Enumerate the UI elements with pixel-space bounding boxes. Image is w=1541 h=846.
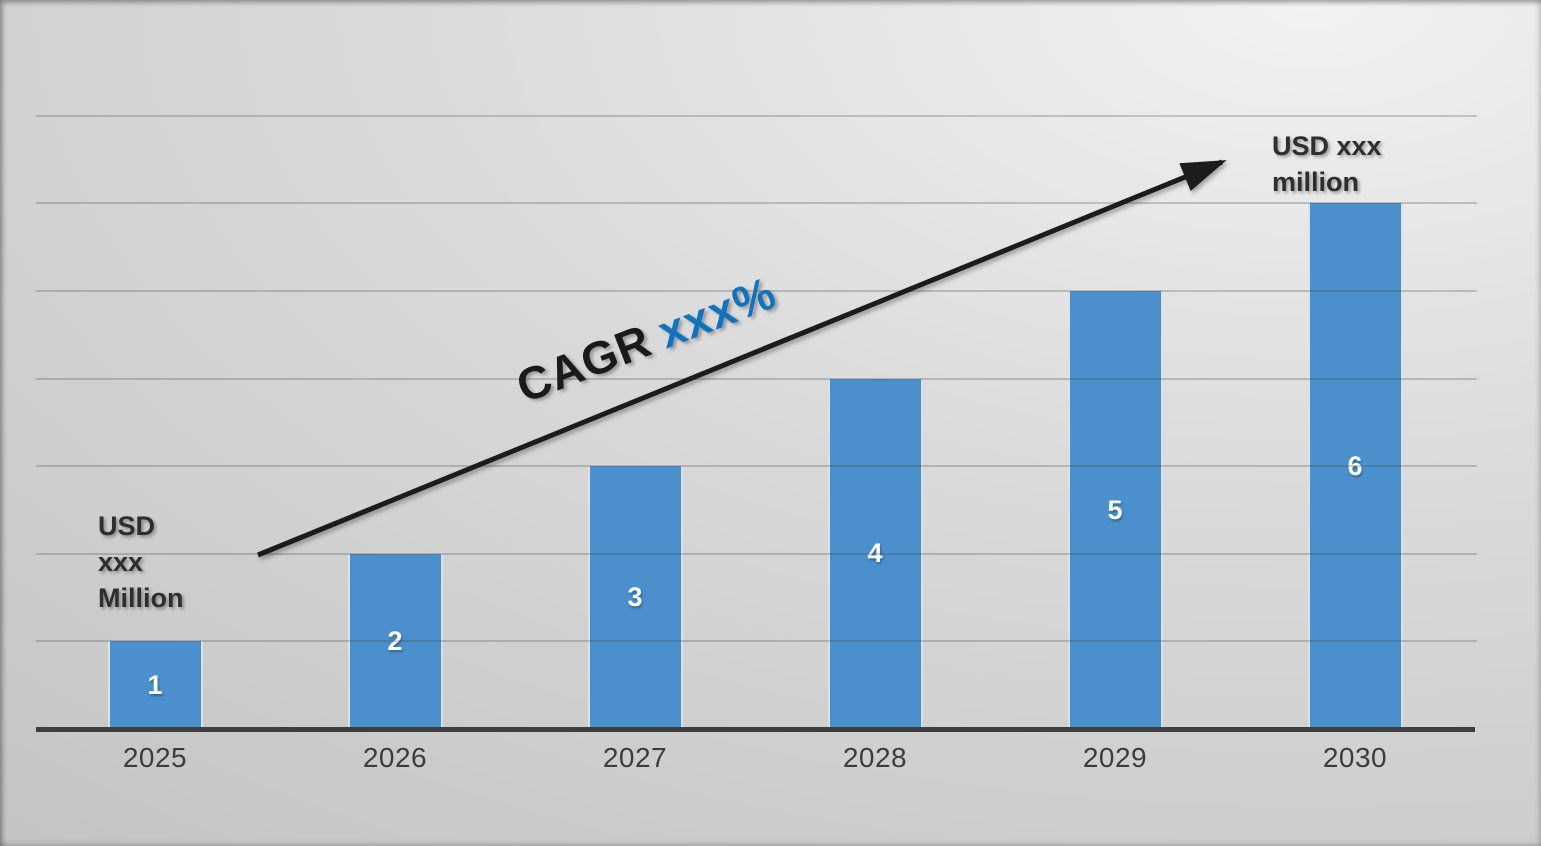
gridline <box>36 552 1477 555</box>
bar-2028: 4 <box>827 378 923 729</box>
bar-2029: 5 <box>1067 291 1163 729</box>
bar-value-label-2030: 6 <box>1347 450 1363 481</box>
start-value-label: USD xxx Million <box>98 508 183 616</box>
bar-2027: 3 <box>587 466 683 729</box>
x-axis-line <box>36 727 1475 732</box>
gridline <box>36 377 1477 380</box>
bar-value-label-2029: 5 <box>1107 494 1123 525</box>
start-value-line-2: xxx <box>98 547 144 577</box>
bar-2030: 6 <box>1307 203 1403 729</box>
gridline <box>36 202 1477 205</box>
x-axis-label-2030: 2030 <box>1322 742 1388 773</box>
end-value-line-2: million <box>1272 167 1359 197</box>
bar-2025: 1 <box>107 641 203 729</box>
bar-2026: 2 <box>347 553 443 729</box>
start-value-line-3: Million <box>98 583 184 613</box>
start-value-line-1: USD <box>98 511 156 541</box>
end-value-line-1: USD xxx <box>1272 131 1382 161</box>
gridline <box>36 465 1477 468</box>
bar-value-label-2026: 2 <box>387 625 403 656</box>
gridline <box>36 290 1477 292</box>
bar-value-label-2025: 1 <box>147 669 163 700</box>
x-axis-label-2027: 2027 <box>602 742 668 773</box>
bar-value-label-2028: 4 <box>867 538 883 569</box>
x-axis-label-2025: 2025 <box>122 742 188 773</box>
gridline <box>36 114 1477 117</box>
x-axis-label-2028: 2028 <box>842 742 908 773</box>
x-axis-label-2029: 2029 <box>1082 742 1148 773</box>
end-value-label: USD xxx million <box>1272 128 1382 200</box>
gridline <box>36 640 1477 643</box>
bar-value-label-2027: 3 <box>627 582 643 613</box>
x-axis-label-2026: 2026 <box>362 742 428 773</box>
